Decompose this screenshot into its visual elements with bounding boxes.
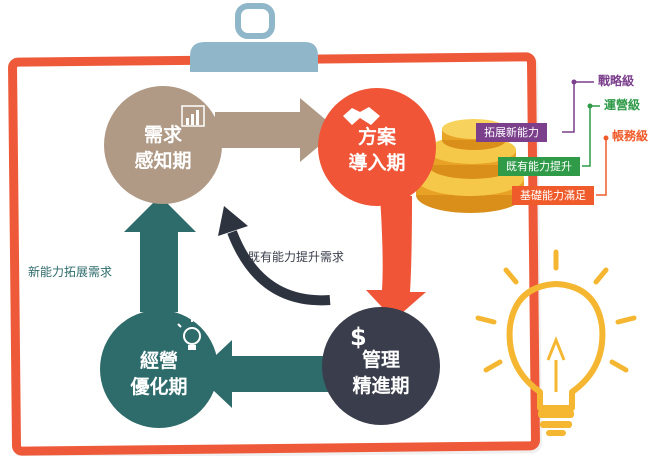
phase-optimization-line2: 優化期 — [130, 376, 188, 398]
phase-management-line1: 管理 — [361, 349, 400, 371]
tag-expand-capability: 拓展新能力 — [476, 123, 547, 142]
bar-chart-icon — [181, 105, 205, 127]
dollar-icon: $ — [350, 323, 367, 351]
existing-capability-demand-label: 既有能力提升需求 — [248, 250, 345, 264]
svg-text:$: $ — [350, 323, 367, 351]
level-strategic: 戰略級 — [598, 74, 635, 88]
arrow-optimization-to-perception — [124, 196, 196, 312]
arrow-perception-to-introduction — [215, 98, 338, 162]
phase-perception-line1: 需求 — [143, 124, 182, 146]
phase-management: 管理 精進期 — [322, 307, 440, 425]
phase-optimization-line1: 經營 — [139, 350, 178, 372]
arrow-introduction-to-management — [366, 196, 426, 320]
lightbulb-small-icon — [177, 318, 207, 350]
lightbulb-icon — [475, 249, 637, 436]
arrow-management-to-optimization — [196, 340, 335, 408]
phase-introduction-line1: 方案 — [357, 126, 396, 148]
handshake-icon — [343, 107, 380, 125]
phase-management-line2: 精進期 — [352, 375, 410, 397]
phase-introduction-line2: 導入期 — [348, 152, 406, 174]
phase-introduction: 方案 導入期 — [318, 88, 436, 206]
phase-perception-label: 需求 感知期 — [104, 122, 222, 174]
phase-introduction-label: 方案 導入期 — [318, 124, 436, 176]
phase-optimization-label: 經營 優化期 — [100, 348, 218, 400]
level-operational: 運營級 — [604, 98, 641, 112]
coin-stack-icon — [416, 119, 524, 213]
clipboard-clip-icon — [190, 3, 318, 72]
phase-perception-line2: 感知期 — [134, 150, 192, 172]
tag-improve-capability: 既有能力提升 — [498, 157, 580, 176]
level-accounting: 帳務級 — [612, 129, 649, 143]
tag-basic-capability: 基礎能力滿足 — [512, 186, 594, 205]
phase-management-label: 管理 精進期 — [322, 347, 440, 399]
level-connectors — [562, 79, 609, 196]
arrow-center-feedback — [218, 206, 331, 306]
new-capability-demand-label: 新能力拓展需求 — [28, 265, 113, 279]
